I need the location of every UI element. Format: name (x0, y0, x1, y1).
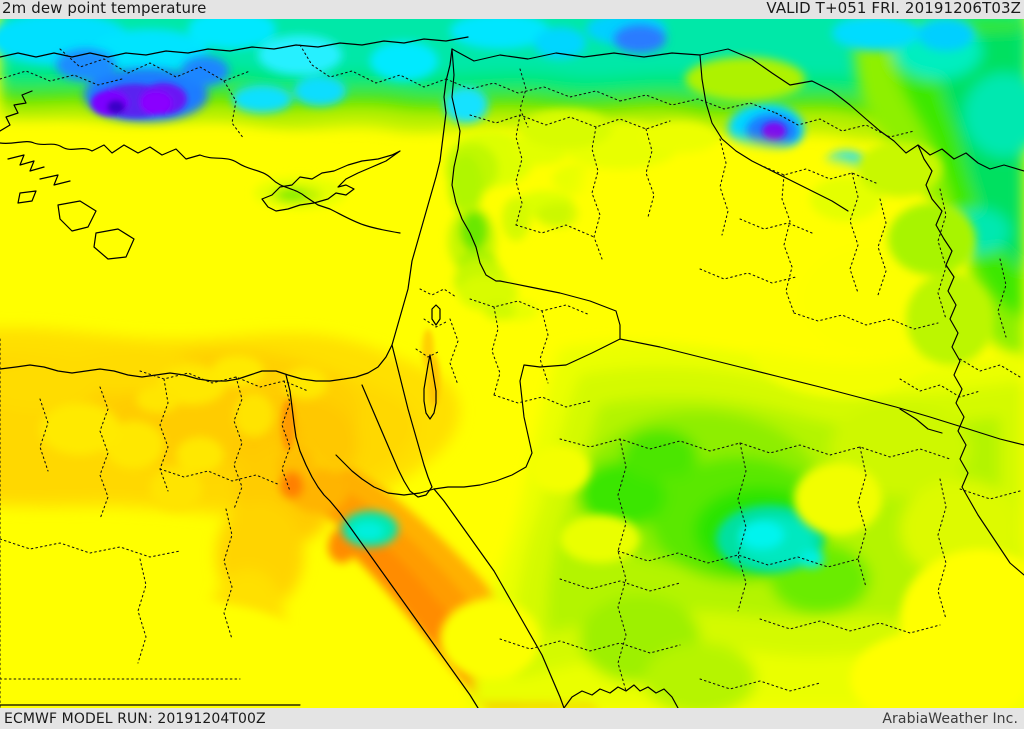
dew-point-field-svg (0, 19, 1024, 708)
border-iraq-iran (917, 144, 1024, 576)
border-iraq-turkey (879, 130, 1024, 172)
map-title: 2m dew point temperature (2, 0, 207, 17)
coastline-gulf-of-aqaba (423, 354, 437, 420)
coastline-levant (0, 48, 453, 382)
coastline-aegean (0, 90, 135, 260)
field-anatolia-purple-core (91, 83, 786, 140)
coastline-red-sea-east (433, 488, 565, 708)
field-saudi-teal-core (342, 505, 824, 573)
coastline-turkey-south (0, 140, 401, 234)
brand-label: ArabiaWeather Inc. (882, 711, 1018, 727)
border-jordan-saudi (433, 338, 621, 490)
model-run-label: ECMWF MODEL RUN: 20191204T00Z (4, 711, 266, 727)
coastline-dead-sea (431, 304, 441, 326)
border-iraq-saudi (619, 338, 1024, 446)
weather-map-canvas[interactable] (0, 19, 1024, 708)
footer-bar: ECMWF MODEL RUN: 20191204T00Z ArabiaWeat… (0, 708, 1024, 729)
valid-time-label: VALID T+051 FRI. 20191206T03Z (766, 0, 1021, 17)
coastline-red-sea-west (329, 500, 479, 708)
border-syria-jordan (499, 280, 621, 340)
border-saudi-kuwait (899, 408, 943, 434)
border-syria-iraq (699, 54, 849, 212)
border-syria-lebanon-israel (451, 48, 501, 282)
border-egypt-israel-sinai (335, 454, 435, 496)
coastline-gulf-of-suez (285, 374, 331, 502)
coastline-arabia-southwest (563, 684, 679, 708)
coastline-cyprus (261, 150, 401, 212)
field-nile-delta (40, 355, 328, 511)
subnational-borders-group (0, 44, 1021, 708)
coastline-black-sea (0, 36, 469, 58)
header-bar: 2m dew point temperature VALID T+051 FRI… (0, 0, 1024, 19)
